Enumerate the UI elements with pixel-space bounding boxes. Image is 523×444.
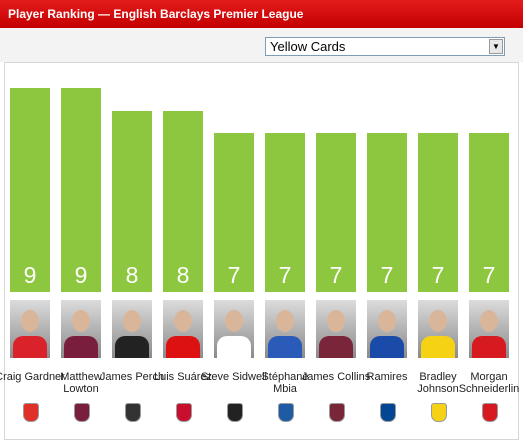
- photo-head: [72, 310, 90, 332]
- player-name: Matthew Lowton: [60, 371, 102, 395]
- photo-head: [378, 310, 396, 332]
- data-label: 8: [125, 262, 139, 288]
- player-name: Morgan Schneiderlin: [458, 371, 520, 395]
- data-label: 8: [176, 262, 190, 288]
- club-badge: [431, 403, 447, 422]
- bar: [163, 110, 203, 292]
- dropdown-arrow[interactable]: ▼: [489, 39, 503, 54]
- player-photo: [10, 300, 50, 358]
- header-title: Player Ranking — English Barclays Premie…: [0, 0, 523, 28]
- player-name: Luis Suárez: [153, 371, 213, 383]
- photo-head: [174, 310, 192, 332]
- photo-shirt: [13, 336, 47, 358]
- photo-shirt: [217, 336, 251, 358]
- data-label: 7: [329, 262, 343, 288]
- photo-shirt: [166, 336, 200, 358]
- player-name: Stéphane Mbia: [261, 371, 309, 395]
- photo-head: [480, 310, 498, 332]
- bar: [112, 110, 152, 292]
- player-photo: [163, 300, 203, 358]
- player-name: Craig Gardner: [0, 371, 65, 383]
- player-name: Ramires: [366, 371, 408, 383]
- stat-dropdown[interactable]: Yellow Cards ▼: [265, 37, 505, 56]
- data-label: 9: [74, 262, 88, 288]
- photo-head: [21, 310, 39, 332]
- bar: [265, 133, 305, 292]
- photo-head: [327, 310, 345, 332]
- club-badge: [176, 403, 192, 422]
- player-name: Bradley Johnson: [417, 371, 459, 395]
- bar: [469, 133, 509, 292]
- club-badge: [329, 403, 345, 422]
- dropdown-value: Yellow Cards: [270, 39, 346, 54]
- bar: [367, 133, 407, 292]
- player-photo: [61, 300, 101, 358]
- club-badge: [380, 403, 396, 422]
- club-badge: [227, 403, 243, 422]
- player-name: James Collins: [301, 371, 371, 383]
- club-badge: [278, 403, 294, 422]
- data-label: 9: [23, 262, 37, 288]
- player-name: Steve Sidwell: [200, 371, 268, 383]
- player-photo: [112, 300, 152, 358]
- player-photo: [469, 300, 509, 358]
- bar: [418, 133, 458, 292]
- player-photo: [265, 300, 305, 358]
- player-photo: [316, 300, 356, 358]
- bar: [61, 88, 101, 292]
- data-label: 7: [380, 262, 394, 288]
- photo-shirt: [268, 336, 302, 358]
- photo-head: [123, 310, 141, 332]
- bar: [316, 133, 356, 292]
- club-badge: [125, 403, 141, 422]
- data-label: 7: [482, 262, 496, 288]
- photo-shirt: [319, 336, 353, 358]
- photo-head: [429, 310, 447, 332]
- club-badge: [23, 403, 39, 422]
- photo-shirt: [64, 336, 98, 358]
- bar: [10, 88, 50, 292]
- player-photo: [418, 300, 458, 358]
- club-badge: [482, 403, 498, 422]
- player-photo: [214, 300, 254, 358]
- club-badge: [74, 403, 90, 422]
- player-name: James Perch: [99, 371, 165, 383]
- photo-head: [225, 310, 243, 332]
- data-label: 7: [278, 262, 292, 288]
- photo-shirt: [472, 336, 506, 358]
- bar: [214, 133, 254, 292]
- player-photo: [367, 300, 407, 358]
- photo-head: [276, 310, 294, 332]
- photo-shirt: [370, 336, 404, 358]
- data-label: 7: [227, 262, 241, 288]
- photo-shirt: [115, 336, 149, 358]
- photo-shirt: [421, 336, 455, 358]
- data-label: 7: [431, 262, 445, 288]
